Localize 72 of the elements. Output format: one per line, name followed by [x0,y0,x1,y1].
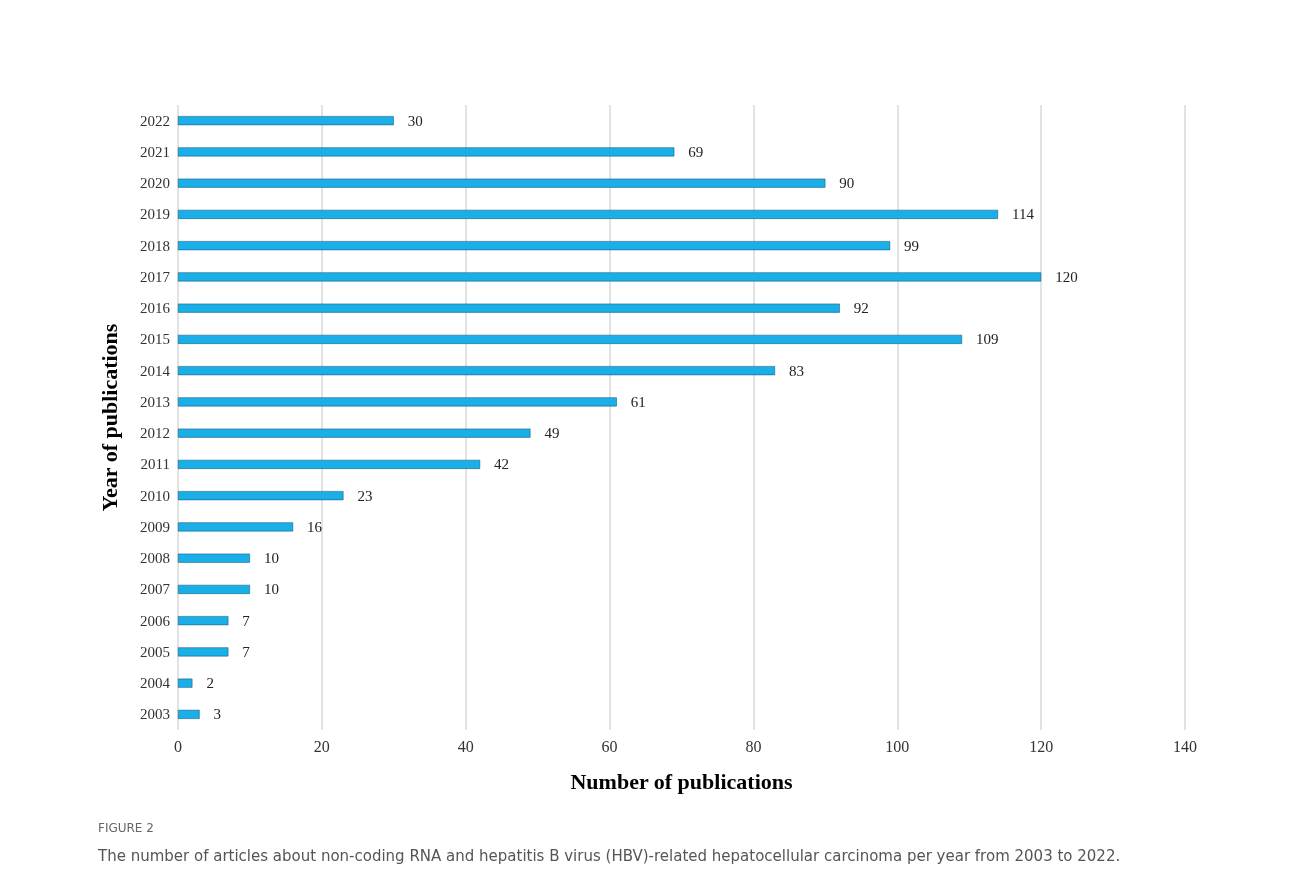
data-label: 90 [839,175,855,192]
bar [178,522,294,532]
data-label: 3 [213,706,222,723]
bar [178,272,1042,282]
data-label: 10 [263,550,279,567]
y-tick-label: 2004 [140,675,171,692]
bar [178,584,250,594]
data-label: 7 [242,643,251,660]
bar [178,459,481,469]
data-label: 2 [206,675,214,692]
y-tick-label: 2019 [140,206,170,223]
bar [178,553,250,563]
x-axis-title: Number of publications [570,768,793,794]
bar [178,209,998,219]
y-tick-label: 2009 [140,518,170,535]
y-tick-label: 2007 [140,581,171,598]
x-tick-label: 80 [745,737,762,755]
y-tick-label: 2013 [140,393,170,410]
x-tick-label: 20 [313,737,330,755]
bar [178,366,776,376]
x-tick-label: 0 [174,737,182,755]
y-tick-label: 2003 [140,706,170,723]
bar [178,616,229,626]
bar [178,678,193,688]
y-tick-label: 2011 [140,456,170,473]
y-tick-label: 2017 [140,268,171,285]
bar [178,116,394,126]
data-label: 10 [263,581,279,598]
x-tick-label: 60 [601,737,618,755]
data-label: 49 [544,425,560,442]
x-tick-label: 140 [1173,737,1197,755]
x-tick-label: 40 [457,737,474,755]
bar [178,397,617,407]
y-tick-label: 2014 [140,362,171,379]
data-label: 92 [853,300,869,317]
text: The number of articles about non-coding RNA and hepatitis B virus (HBV)-related hepatocellular carcinoma per year from 2003 to 2022. [97,846,1121,865]
y-tick-label: 2016 [140,300,171,317]
data-label: 99 [904,237,920,254]
y-tick-label: 2005 [140,643,170,660]
data-label: 120 [1055,268,1078,285]
data-label: 42 [494,456,510,473]
bar [178,647,229,657]
x-tick-label: 100 [885,737,910,755]
y-tick-label: 2022 [140,112,170,129]
y-tick-label: 2006 [140,612,171,629]
data-label: 69 [688,143,704,160]
bar [178,709,200,719]
bar [178,334,963,344]
data-label: 109 [976,331,999,348]
y-tick-label: 2021 [140,143,170,160]
bar [178,428,531,438]
y-tick-label: 2015 [140,331,170,348]
bar [178,147,675,157]
caption: FIGURE 2 [98,821,154,835]
y-tick-label: 2010 [140,487,170,504]
data-label: 61 [630,393,646,410]
bar [178,178,826,188]
data-label: 30 [407,112,423,129]
data-label: 16 [307,518,323,535]
y-tick-label: 2018 [140,237,170,254]
bar [178,241,891,251]
bar [178,303,840,313]
y-tick-label: 2008 [140,550,170,567]
data-label: 7 [242,612,251,629]
x-tick-label: 120 [1029,737,1054,755]
y-tick-label: 2012 [140,425,170,442]
data-label: 114 [1011,206,1035,223]
data-label: 23 [357,487,373,504]
data-label: 83 [789,362,805,379]
bar [178,491,344,501]
y-tick-label: 2020 [140,175,170,192]
y-axis-title: Year of publications [96,323,122,512]
